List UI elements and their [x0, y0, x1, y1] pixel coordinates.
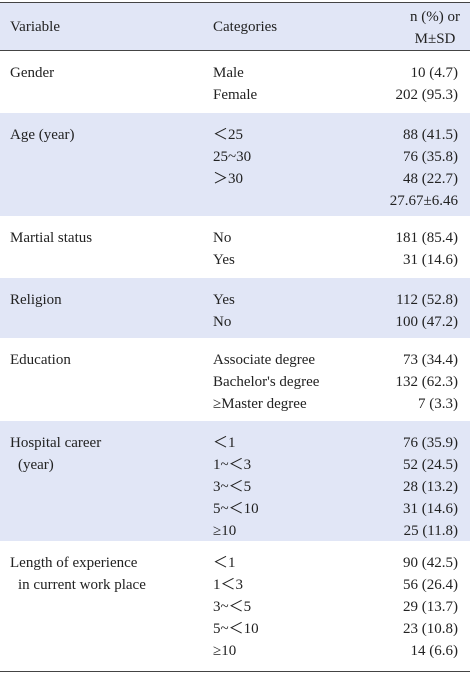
values-cell: 90 (42.5) 56 (26.4) 29 (13.7) 23 (10.8) 14 (… — [403, 552, 458, 662]
value-line: 90 (42.5) — [403, 555, 458, 571]
category-line: Associate degree — [213, 352, 316, 368]
table-row: Hospital career (year) ＜1 1~＜3 3~＜5 5~＜10 ≥10 7… — [0, 421, 470, 541]
value-line: 76 (35.8) — [403, 149, 458, 165]
value-line: 181 (85.4) — [395, 230, 459, 246]
value-line: 23 (10.8) — [403, 621, 458, 637]
variable-cell: Age (year) — [10, 124, 75, 146]
variable-line: Religion — [10, 292, 62, 308]
header-line: M±SD — [414, 31, 456, 47]
category-line: ≥Master degree — [213, 396, 307, 412]
category-line: 25~30 — [213, 149, 252, 165]
category-line: Male — [213, 65, 244, 81]
category-line: ＜1 — [213, 555, 236, 571]
value-line: 7 (3.3) — [418, 396, 458, 412]
variable-line: (year) — [18, 457, 54, 473]
table-row: Education Associate degree Bachelor's degr… — [0, 338, 470, 421]
variable-line: Martial status — [10, 230, 93, 246]
category-line: No — [213, 230, 232, 246]
categories-cell: ＜1 1~＜3 3~＜5 5~＜10 ≥10 — [213, 432, 259, 542]
category-line: ≥10 — [213, 523, 237, 539]
table-row: Martial status No Yes 181 (85.4) 31 (14.6) — [0, 216, 470, 278]
variable-line: Education — [10, 352, 71, 368]
header-row: Variable Categories n (%) or M±SD — [0, 3, 470, 51]
variable-cell: Religion — [10, 289, 62, 311]
header-cell: Variable — [10, 19, 60, 35]
value-line: 28 (13.2) — [403, 479, 458, 495]
category-line: ＜1 — [213, 435, 236, 451]
value-line: 31 (14.6) — [403, 501, 458, 517]
variable-line: Hospital career — [10, 435, 102, 451]
header-cell: Categories — [213, 19, 278, 35]
variable-cell: Martial status — [10, 227, 92, 249]
values-cell: 73 (34.4) 132 (62.3) 7 (3.3) — [396, 349, 459, 415]
value-line: 27.67±6.46 — [389, 193, 458, 209]
value-line: 14 (6.6) — [410, 643, 459, 659]
category-line: 5~＜10 — [213, 621, 259, 637]
variable-cell: Gender — [10, 62, 54, 84]
categories-cell: ＜25 25~30 ＞30 — [213, 124, 251, 212]
category-line: Yes — [213, 252, 235, 268]
table-row: Religion Yes No 112 (52.8) 100 (47.2) — [0, 278, 470, 338]
categories-cell: ＜1 1＜3 3~＜5 5~＜10 ≥10 — [213, 552, 259, 662]
value-line: 132 (62.3) — [395, 374, 459, 390]
variable-cell: Hospital career (year) — [10, 432, 101, 476]
category-line: 5~＜10 — [213, 501, 259, 517]
categories-cell: Associate degree Bachelor's degree ≥Master… — [213, 349, 319, 415]
header-line: n (%) or — [410, 9, 460, 25]
variable-line: Length of experience — [10, 555, 138, 571]
table-row: Gender Male Female 10 (4.7) 202 (95.3) — [0, 51, 470, 113]
variable-line: Gender — [10, 65, 55, 81]
value-line: 88 (41.5) — [403, 127, 458, 143]
value-line: 25 (11.8) — [403, 523, 458, 539]
category-line: 3~＜5 — [213, 479, 252, 495]
empty-line — [213, 190, 251, 212]
category-line: 1~＜3 — [213, 457, 252, 473]
value-line: 76 (35.9) — [403, 435, 458, 451]
category-line: 3~＜5 — [213, 599, 252, 615]
value-line: 100 (47.2) — [395, 314, 459, 330]
category-line: ＜25 — [213, 127, 244, 143]
variable-cell: Length of experience in current work plac… — [10, 552, 146, 596]
value-line: 48 (22.7) — [403, 171, 458, 187]
variable-cell: Education — [10, 349, 71, 371]
category-line: Bachelor's degree — [213, 374, 320, 390]
value-line: 10 (4.7) — [410, 65, 459, 81]
category-line: Yes — [213, 292, 235, 308]
values-cell: 76 (35.9) 52 (24.5) 28 (13.2) 31 (14.6) 25 (… — [403, 432, 458, 542]
category-line: 1＜3 — [213, 577, 244, 593]
category-line: ≥10 — [213, 643, 237, 659]
category-line: ＞30 — [213, 171, 244, 187]
categories-cell: No Yes — [213, 227, 235, 271]
categories-cell: Yes No — [213, 289, 235, 333]
values-cell: 112 (52.8) 100 (47.2) — [396, 289, 459, 333]
variable-line: in current work place — [18, 577, 146, 593]
value-line: 202 (95.3) — [395, 87, 459, 103]
category-line: Female — [213, 87, 258, 103]
value-line: 112 (52.8) — [396, 292, 458, 308]
value-line: 56 (26.4) — [403, 577, 458, 593]
value-line: 31 (14.6) — [403, 252, 458, 268]
value-line: 29 (13.7) — [403, 599, 458, 615]
category-line: No — [213, 314, 232, 330]
header-cell: n (%) or M±SD — [410, 6, 460, 50]
value-line: 52 (24.5) — [403, 457, 458, 473]
table-row: Length of experience in current work plac… — [0, 541, 470, 671]
table-row: Age (year) ＜25 25~30 ＞30 88 (41.5) 76 (35.8)… — [0, 113, 470, 216]
value-line: 73 (34.4) — [403, 352, 458, 368]
values-cell: 181 (85.4) 31 (14.6) — [396, 227, 459, 271]
categories-cell: Male Female — [213, 62, 257, 106]
values-cell: 88 (41.5) 76 (35.8) 48 (22.7) 27.67±6.46 — [390, 124, 458, 212]
variable-line: Age (year) — [10, 127, 75, 143]
values-cell: 10 (4.7) 202 (95.3) — [396, 62, 459, 106]
